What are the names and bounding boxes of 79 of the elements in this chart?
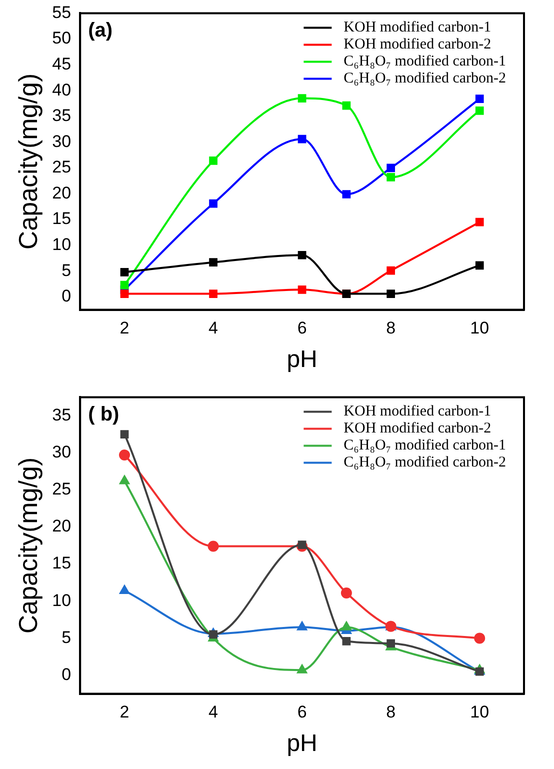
point — [209, 290, 218, 298]
y-tick-label: 35 — [52, 106, 72, 126]
y-tick-label: 20 — [52, 516, 72, 536]
legend-label: C₆H₈O₇ modified carbon-2 — [344, 70, 506, 87]
y-tick-label: 20 — [52, 183, 72, 202]
legend-label: KOH modified carbon-2 — [344, 420, 492, 437]
point — [386, 164, 396, 172]
x-tick-label: 4 — [208, 702, 218, 722]
y-tick-label: 25 — [52, 158, 72, 177]
point — [386, 173, 396, 182]
point — [120, 280, 129, 290]
point — [386, 639, 396, 648]
point — [120, 585, 130, 594]
x-tick-label: 4 — [208, 318, 218, 338]
point — [386, 290, 396, 298]
point — [120, 430, 129, 438]
y-tick-label: 30 — [52, 442, 72, 462]
point — [298, 286, 306, 294]
legend-label: C₆H₈O₇ modified carbon-1 — [344, 54, 506, 70]
x-tick-label: 10 — [470, 702, 490, 722]
legend-label: KOH modified carbon-1 — [344, 20, 492, 36]
x-tick-label: 8 — [386, 702, 396, 722]
y-tick-label: 5 — [62, 260, 72, 280]
point — [209, 630, 218, 639]
point — [386, 266, 396, 275]
point — [120, 268, 129, 276]
y-axis-title: Capacity(mg/g) — [12, 457, 43, 634]
y-tick-label: 50 — [52, 28, 72, 48]
x-tick-label: 2 — [120, 702, 130, 722]
y-tick-label: 25 — [52, 480, 72, 499]
y-tick-label: 15 — [52, 554, 72, 573]
point — [297, 622, 307, 630]
point — [209, 258, 218, 267]
legend-label: C₆H₈O₇ modified carbon-2 — [344, 454, 506, 471]
point — [208, 540, 219, 552]
legend-label: KOH modified carbon-2 — [344, 36, 492, 53]
point — [297, 664, 307, 674]
point — [475, 261, 484, 270]
y-tick-label: 15 — [52, 209, 72, 228]
y-tick-label: 35 — [52, 405, 72, 424]
point — [340, 587, 352, 598]
legend-label: KOH modified carbon-1 — [344, 404, 492, 420]
y-tick-label: 40 — [52, 80, 72, 100]
y-tick-label: 5 — [62, 628, 72, 647]
point — [475, 218, 484, 226]
y-tick-label: 10 — [52, 235, 72, 254]
x-tick-label: 6 — [297, 318, 307, 338]
legend-label: C₆H₈O₇ modified carbon-1 — [344, 438, 506, 454]
point — [342, 622, 352, 630]
point — [120, 475, 130, 484]
chart-title: (a) — [88, 20, 113, 42]
y-tick-label: 55 — [52, 2, 72, 22]
x-tick-label: 2 — [120, 318, 130, 338]
point — [475, 94, 484, 104]
point — [342, 190, 351, 198]
x-axis-title: pH — [286, 346, 318, 374]
y-tick-label: 45 — [52, 54, 72, 74]
y-axis-title: Capacity(mg/g) — [12, 73, 43, 250]
y-tick-label: 10 — [52, 590, 72, 610]
point — [298, 134, 306, 144]
point — [342, 101, 351, 110]
point — [209, 199, 218, 208]
x-tick-label: 8 — [386, 318, 396, 338]
point — [474, 632, 486, 644]
point — [298, 94, 306, 102]
point — [298, 250, 306, 260]
y-tick-label: 0 — [62, 664, 72, 684]
y-tick-label: 30 — [52, 132, 72, 151]
x-tick-label: 10 — [470, 318, 490, 338]
point — [119, 450, 130, 461]
y-tick-label: 0 — [62, 286, 72, 306]
point — [475, 106, 484, 115]
x-axis-title: pH — [286, 730, 318, 758]
point — [209, 156, 218, 165]
point — [298, 540, 306, 549]
chart-title: ( b) — [88, 404, 120, 426]
point — [342, 636, 351, 646]
point — [120, 290, 129, 298]
x-tick-label: 6 — [297, 702, 307, 722]
